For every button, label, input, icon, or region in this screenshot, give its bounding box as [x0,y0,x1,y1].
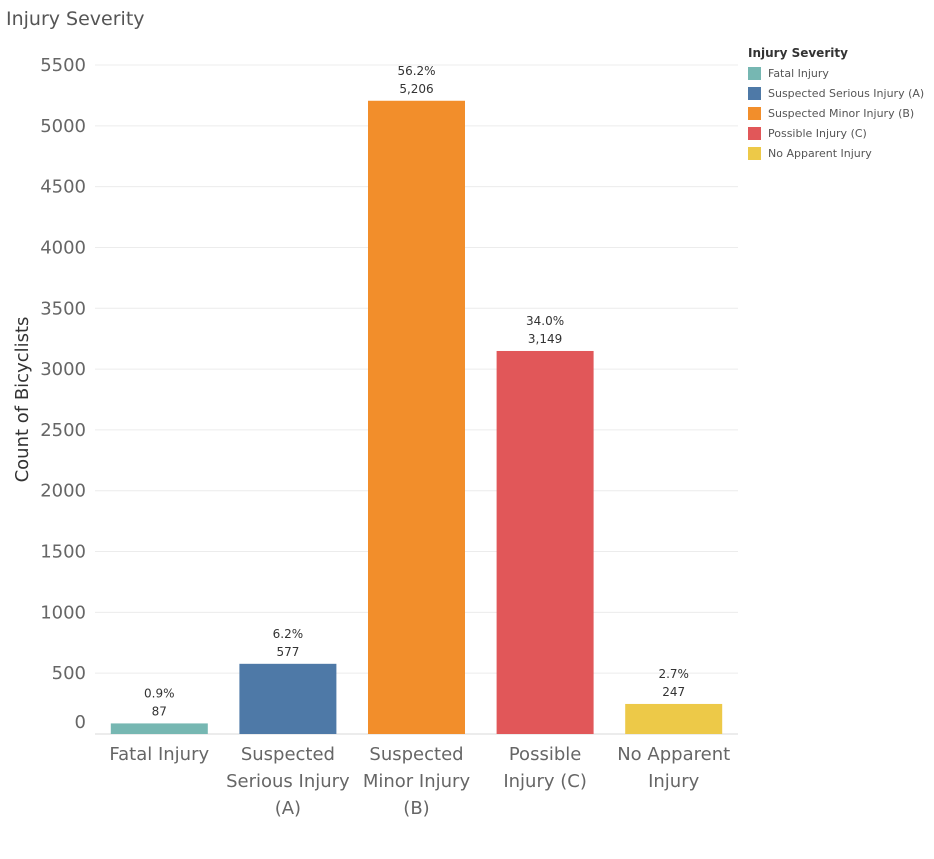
x-tick-label: Suspected [369,744,463,765]
bar [110,723,208,734]
y-tick-label: 3500 [40,298,86,319]
legend-item-minor[interactable]: Suspected Minor Injury (B) [748,103,924,123]
y-tick-label: 500 [52,663,86,684]
page-title: Injury Severity [6,8,145,30]
y-tick-label: 2500 [40,420,86,441]
x-tick-label: Injury [648,771,700,792]
y-tick-label: 1500 [40,542,86,563]
percent-label: 34.0% [526,314,564,328]
legend-title: Injury Severity [748,46,848,60]
legend-label: Fatal Injury [768,66,829,80]
y-axis-title: Count of Bicyclists [12,317,33,483]
legend-swatch [748,146,761,160]
legend-swatch [748,66,761,80]
value-label: 247 [662,685,685,699]
percent-label: 56.2% [397,64,435,78]
x-tick-label: (B) [403,798,429,819]
y-tick-label: 3000 [40,359,86,380]
bar [496,350,594,734]
percent-label: 6.2% [273,627,304,641]
bar [625,703,723,734]
x-tick-label: Minor Injury [363,771,471,792]
y-tick-label: 5000 [40,116,86,137]
value-label: 5,206 [399,82,433,96]
y-tick-label: 4000 [40,237,86,258]
x-tick-label: Suspected [241,744,335,765]
x-tick-label: Serious Injury [226,771,350,792]
x-tick-label: No Apparent [617,744,730,765]
x-tick-label: (A) [275,798,301,819]
y-tick-label: 4500 [40,177,86,198]
legend[interactable]: Injury Severity Fatal Injury Suspected S… [748,46,924,163]
legend-label: Possible Injury (C) [768,126,867,140]
bar [368,100,465,734]
y-tick-label: 1000 [40,602,86,623]
x-tick-label: Possible [509,744,581,765]
value-label: 87 [152,704,167,718]
x-tick-label: Fatal Injury [109,744,209,765]
y-tick-label: 2000 [40,481,86,502]
legend-swatch [748,106,761,120]
legend-label: No Apparent Injury [768,146,872,160]
legend-label: Suspected Serious Injury (A) [768,86,925,100]
value-label: 3,149 [528,332,562,346]
legend-item-no-apparent[interactable]: No Apparent Injury [748,143,924,163]
percent-label: 0.9% [144,686,175,700]
y-tick-label: 0 [75,712,86,733]
bar [239,663,337,734]
value-label: 577 [276,645,299,659]
legend-swatch [748,126,761,140]
legend-item-fatal[interactable]: Fatal Injury [748,63,924,83]
x-tick-label: Injury (C) [503,771,587,792]
legend-item-possible[interactable]: Possible Injury (C) [748,123,924,143]
y-tick-label: 5500 [40,55,86,76]
legend-item-serious[interactable]: Suspected Serious Injury (A) [748,83,924,103]
legend-swatch [748,86,761,100]
legend-label: Suspected Minor Injury (B) [768,106,915,120]
percent-label: 2.7% [658,667,689,681]
